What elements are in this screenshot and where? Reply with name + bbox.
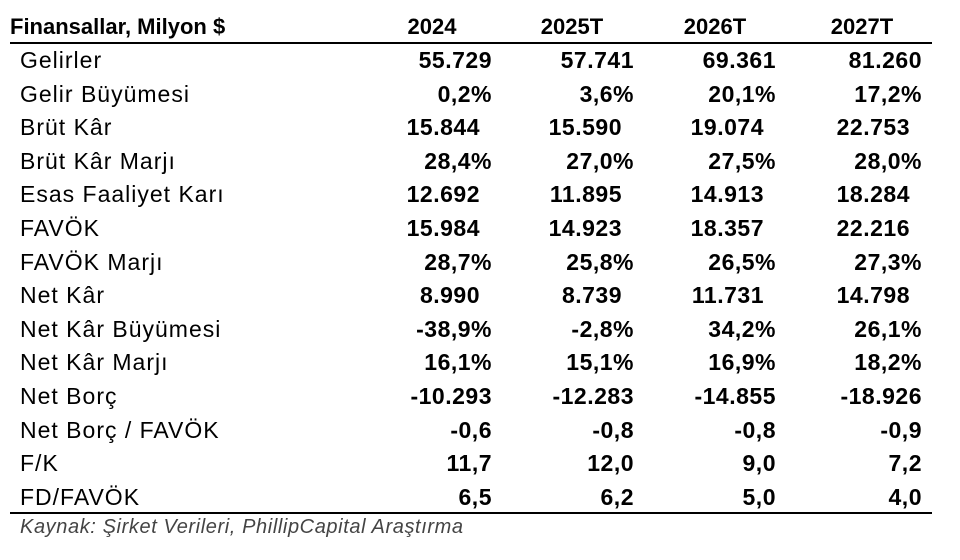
cell-value: 14.913	[690, 181, 764, 208]
row-label: Net Borç / FAVÖK	[20, 416, 220, 443]
table-title: Finansallar, Milyon $	[10, 14, 226, 39]
cell-value: 11.895	[549, 181, 622, 208]
row-label: Net Kâr	[20, 282, 105, 309]
cell-value: 18,2%	[854, 349, 922, 376]
cell-value: 27,5%	[708, 147, 776, 174]
cell-value: 19.074	[690, 114, 764, 141]
cell-value: 57.741	[560, 47, 634, 73]
row-label: FAVÖK Marjı	[20, 248, 164, 275]
cell-value: 22.216	[836, 215, 910, 241]
cell-value: -0,9	[880, 416, 922, 443]
cell-value: 14.923	[548, 215, 622, 241]
cell-value: -0,6	[450, 416, 492, 443]
cell-value: 15.590	[548, 114, 622, 141]
cell-value: 15,1%	[566, 349, 634, 376]
cell-value: 55.729	[418, 47, 492, 73]
cell-value: 6,2	[600, 483, 634, 510]
cell-value: 7,2	[888, 450, 922, 477]
cell-value: -14.855	[694, 383, 776, 409]
cell-value: -10.293	[410, 383, 492, 409]
cell-value: 16,1%	[424, 349, 492, 376]
cell-value: 15.984	[406, 215, 480, 241]
cell-value: 28,7%	[424, 248, 492, 275]
cell-value: 8.739	[561, 282, 622, 309]
column-header: 2027T	[830, 14, 894, 39]
row-label: Esas Faaliyet Karı	[20, 181, 225, 208]
cell-value: -2,8%	[571, 315, 634, 342]
cell-value: 25,8%	[566, 248, 634, 275]
cell-value: -18.926	[840, 383, 922, 409]
column-header: 2025T	[540, 14, 604, 39]
footer-rule	[10, 512, 932, 514]
row-label: FAVÖK	[20, 215, 100, 241]
cell-value: -0,8	[592, 416, 634, 443]
cell-value: 12,0	[587, 450, 634, 477]
row-label: Net Kâr Marjı	[20, 349, 169, 376]
row-label: F/K	[20, 450, 59, 477]
cell-value: 16,9%	[708, 349, 776, 376]
cell-value: 11,7	[446, 450, 492, 477]
source-note: Kaynak: Şirket Verileri, PhillipCapital …	[20, 516, 464, 538]
row-label: Gelirler	[20, 47, 103, 73]
cell-value: -12.283	[552, 383, 634, 409]
row-label: Net Kâr Büyümesi	[20, 315, 222, 342]
cell-value: 27,0%	[566, 147, 634, 174]
cell-value: 8.990	[419, 282, 480, 309]
column-header: 2024	[407, 14, 457, 39]
cell-value: 12.692	[406, 181, 480, 208]
column-header: 2026T	[683, 14, 747, 39]
row-label: FD/FAVÖK	[20, 483, 141, 510]
cell-value: 14.798	[836, 282, 910, 309]
cell-value: -0,8	[734, 416, 776, 443]
cell-value: 26,1%	[854, 315, 922, 342]
cell-value: 18.357	[690, 215, 764, 241]
cell-value: 26,5%	[708, 248, 776, 275]
cell-value: 4,0	[888, 483, 922, 510]
cell-value: 28,0%	[854, 147, 922, 174]
cell-value: 34,2%	[708, 315, 776, 342]
cell-value: 6,5	[458, 483, 492, 510]
row-label: Brüt Kâr Marjı	[20, 147, 176, 174]
row-label: Brüt Kâr	[20, 114, 113, 141]
cell-value: 5,0	[742, 483, 776, 510]
cell-value: 69.361	[702, 47, 776, 73]
header-rule	[10, 42, 932, 44]
cell-value: 18.284	[836, 181, 910, 208]
cell-value: 17,2%	[854, 80, 922, 107]
cell-value: 20,1%	[708, 80, 776, 107]
cell-value: 28,4%	[424, 147, 492, 174]
cell-value: 81.260	[848, 47, 922, 73]
cell-value: 11.731	[691, 282, 764, 309]
row-label: Gelir Büyümesi	[20, 80, 190, 107]
row-label: Net Borç	[20, 383, 118, 409]
cell-value: 0,2%	[437, 80, 492, 107]
cell-value: 27,3%	[854, 248, 922, 275]
cell-value: 22.753	[836, 114, 910, 141]
cell-value: 3,6%	[579, 80, 634, 107]
cell-value: 15.844	[406, 114, 480, 141]
cell-value: 9,0	[742, 450, 776, 477]
cell-value: -38,9%	[416, 315, 492, 342]
